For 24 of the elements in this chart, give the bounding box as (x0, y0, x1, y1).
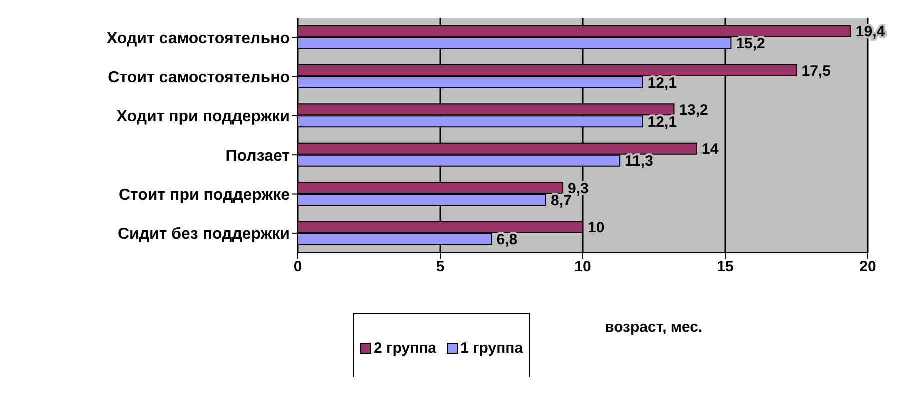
x-tick-label: 15 (717, 258, 734, 276)
x-tick-label: 20 (860, 258, 876, 276)
data-label: 8,7 (550, 192, 572, 210)
data-label: 6,8 (496, 231, 518, 248)
y-tick-label: Стоит самостоятельно (108, 69, 290, 86)
y-tick-label: Ходит при поддержки (116, 108, 290, 126)
y-tick-label: Сидит без поддержки (118, 226, 290, 244)
data-label: 15,2 (736, 36, 766, 53)
data-label: 12,1 (648, 114, 678, 131)
x-tick-label: 10 (574, 258, 592, 276)
y-tick-label: Ползает (226, 148, 290, 165)
data-label: 11,3 (625, 153, 654, 170)
x-axis-title: возраст, мес. (605, 319, 703, 336)
data-label: 14 (702, 141, 720, 158)
data-label: 12,1 (648, 74, 678, 92)
y-tick-label: Стоит при поддержке (118, 186, 290, 204)
data-label: 13,2 (679, 102, 708, 119)
legend-label: 1 группа (460, 340, 524, 357)
y-tick-label: Ходит самостоятельно (106, 30, 290, 48)
data-label: 10 (588, 219, 605, 236)
data-label: 17,5 (802, 62, 831, 80)
legend-label: 2 группа (374, 340, 437, 357)
x-tick-label: 5 (436, 258, 445, 276)
x-tick-label: 0 (294, 258, 302, 276)
